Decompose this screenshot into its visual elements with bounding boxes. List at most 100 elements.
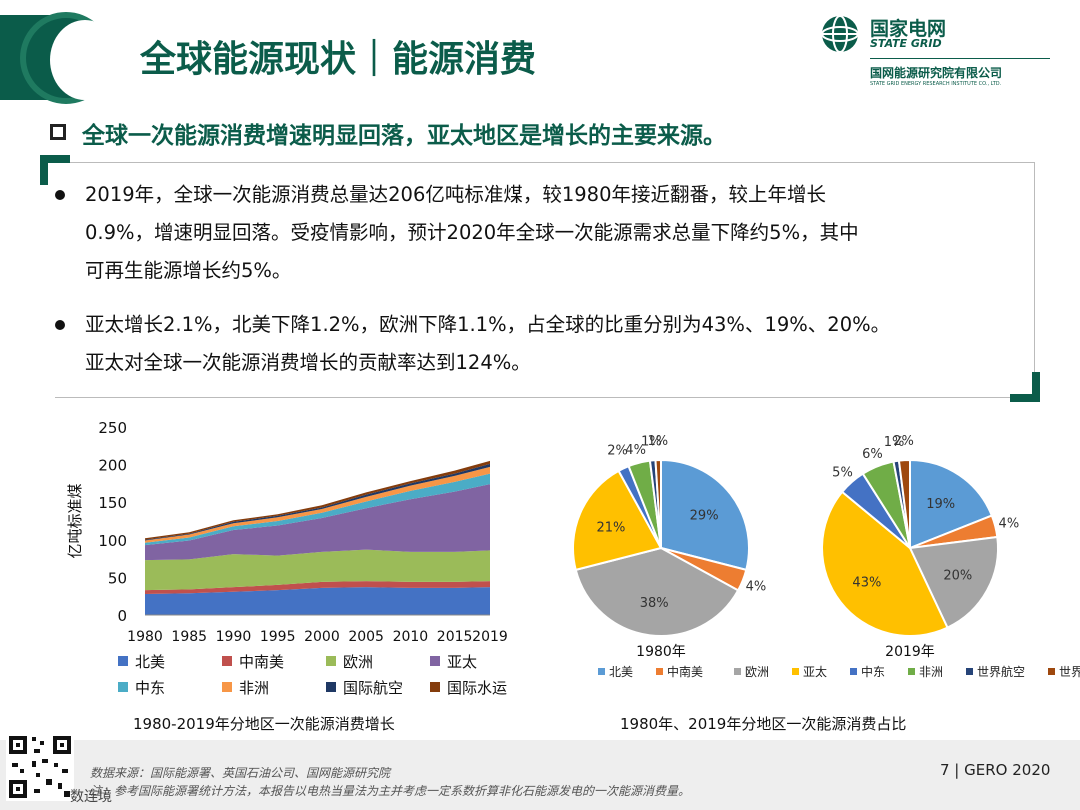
pie-slice-北美 bbox=[909, 458, 994, 550]
pie-data-label: 38% bbox=[640, 596, 669, 611]
x-tick-label: 2010 bbox=[393, 629, 429, 645]
paragraph-1: 2019年，全球一次能源消费总量达206亿吨标准煤，较1980年接近翻番，较上年… bbox=[85, 176, 859, 290]
legend-swatch bbox=[792, 668, 799, 675]
pie-data-label: 20% bbox=[943, 568, 972, 583]
x-tick-label: 2019 bbox=[472, 629, 508, 645]
legend-swatch bbox=[430, 656, 440, 666]
legend-label: 世界航空 bbox=[977, 664, 1025, 679]
legend-label: 中东 bbox=[861, 664, 885, 679]
legend-swatch bbox=[1048, 668, 1055, 675]
y-tick-label: 100 bbox=[98, 532, 127, 550]
logo-name: 国家电网 bbox=[870, 18, 947, 40]
legend-swatch bbox=[326, 656, 336, 666]
legend-swatch bbox=[118, 656, 128, 666]
area-series-欧洲 bbox=[145, 549, 490, 591]
logo-divider bbox=[870, 58, 1050, 59]
text-frame bbox=[55, 162, 1035, 398]
legend-swatch bbox=[326, 682, 336, 692]
pie-slice-欧洲 bbox=[574, 546, 740, 637]
x-tick-label: 1990 bbox=[216, 629, 252, 645]
legend-label: 非洲 bbox=[919, 665, 943, 679]
header bbox=[0, 0, 1080, 105]
legend-label: 北美 bbox=[135, 653, 165, 671]
legend-label: 中东 bbox=[135, 679, 165, 697]
paragraph-2: 亚太增长2.1%，北美下降1.2%，欧洲下降1.1%，占全球的比重分别为43%、… bbox=[85, 306, 890, 382]
y-tick-label: 0 bbox=[117, 607, 127, 625]
y-tick-label: 50 bbox=[108, 569, 127, 587]
y-tick-label: 250 bbox=[98, 419, 127, 437]
y-axis-label: 亿吨标准煤 bbox=[66, 483, 84, 558]
legend-label: 欧洲 bbox=[745, 665, 769, 679]
legend-swatch bbox=[966, 668, 973, 675]
legend-label: 中南美 bbox=[667, 664, 703, 679]
area-series-亚太 bbox=[145, 484, 490, 561]
pie-data-label: 2% bbox=[607, 444, 628, 459]
pie-data-label: 2% bbox=[893, 434, 914, 449]
area-series-中南美 bbox=[145, 581, 490, 594]
area-series-中东 bbox=[145, 473, 490, 546]
y-tick-label: 150 bbox=[98, 494, 127, 512]
pie-data-label: 43% bbox=[852, 575, 881, 590]
pie-data-label: 1% bbox=[641, 434, 662, 449]
x-tick-label: 2015 bbox=[437, 629, 473, 645]
legend-label: 亚太 bbox=[803, 664, 827, 679]
charts-svg: 0 50 100 150 200 250 1980 1985 1990 1995 2000 2005 2… bbox=[66, 419, 1080, 697]
legend-label: 国际水运 bbox=[447, 679, 507, 697]
area-chart: 0 50 100 150 200 250 1980 1985 1990 1995 2000 2005 2… bbox=[66, 419, 508, 697]
frame-corner-top-left bbox=[40, 155, 70, 185]
institute-english: STATE GRID ENERGY RESEARCH INSTITUTE CO.… bbox=[870, 81, 1002, 87]
paragraph-line: 亚太对全球一次能源消费增长的贡献率达到124%。 bbox=[85, 351, 531, 374]
legend-label: 非洲 bbox=[239, 679, 269, 697]
pie-slice-欧洲 bbox=[908, 535, 999, 629]
pie-slice-亚太 bbox=[821, 490, 949, 637]
paragraph-line: 可再生能源增长约5%。 bbox=[85, 259, 292, 282]
pie-title: 1980年 bbox=[636, 644, 686, 660]
bullet-dot-icon bbox=[55, 320, 65, 330]
x-tick-label: 1995 bbox=[260, 629, 296, 645]
legend-label: 中南美 bbox=[239, 653, 284, 671]
legend-swatch bbox=[850, 668, 857, 675]
methodology-note: 注：参考国际能源署统计方法，本报告以电热当量法为主并考虑一定系数折算非化石能源发… bbox=[90, 784, 691, 798]
legend-label: 欧洲 bbox=[343, 653, 373, 671]
pie-slice-世界航运 bbox=[654, 458, 662, 549]
pie-chart-2019: 19% 4% 20% 43% 5% 6%1%2% 2019年 bbox=[821, 434, 1019, 660]
legend-swatch bbox=[598, 668, 605, 675]
qr-label: 数连境 bbox=[70, 789, 112, 805]
pie-title: 2019年 bbox=[885, 644, 935, 660]
page-number: 7 | GERO 2020 bbox=[940, 761, 1051, 779]
legend-swatch bbox=[430, 682, 440, 692]
legend-swatch bbox=[118, 682, 128, 692]
x-tick-label: 2000 bbox=[304, 629, 340, 645]
legend-swatch bbox=[222, 682, 232, 692]
frame-corner-bottom-right bbox=[1010, 372, 1040, 402]
pie-data-label: 4% bbox=[746, 580, 767, 595]
right-chart-caption: 1980年、2019年分地区一次能源消费占比 bbox=[620, 715, 907, 733]
pie-slice-亚太 bbox=[572, 469, 663, 572]
pie-chart-1980: 29%4%38%21%2%4%1%1%1980年 bbox=[572, 434, 767, 660]
pie-data-label: 5% bbox=[832, 465, 853, 480]
logo-english: STATE GRID bbox=[870, 37, 942, 50]
pie-data-label: 1% bbox=[884, 435, 905, 450]
pie-slice-北美 bbox=[660, 458, 750, 572]
footer bbox=[0, 740, 1080, 810]
pie-data-label: 6% bbox=[862, 447, 883, 462]
header-circle-inner bbox=[50, 20, 120, 100]
x-tick-label: 1985 bbox=[171, 629, 207, 645]
legend-swatch bbox=[656, 668, 663, 675]
paragraph-line: 亚太增长2.1%，北美下降1.2%，欧洲下降1.1%，占全球的比重分别为43%、… bbox=[85, 313, 891, 336]
x-tick-label: 1980 bbox=[127, 629, 163, 645]
legend-label: 世界航运 bbox=[1059, 664, 1080, 679]
x-tick-label: 2005 bbox=[348, 629, 384, 645]
page-title: 全球能源现状｜能源消费 bbox=[140, 39, 537, 80]
left-chart-caption: 1980-2019年分地区一次能源消费增长 bbox=[133, 715, 395, 733]
pie-data-label: 19% bbox=[926, 497, 955, 512]
pie-legend: 北美 中南美 欧洲 亚太 中东 非洲 世界航空 世界航运 bbox=[598, 664, 1080, 679]
legend-label: 北美 bbox=[609, 665, 633, 679]
legend-label: 亚太 bbox=[447, 653, 477, 671]
institute-name: 国网能源研究院有限公司 bbox=[870, 66, 1003, 80]
pie-data-label: 1% bbox=[647, 434, 668, 449]
legend-label: 国际航空 bbox=[343, 679, 403, 697]
y-tick-label: 200 bbox=[98, 457, 127, 475]
legend-swatch bbox=[734, 668, 741, 675]
area-series-北美 bbox=[145, 587, 490, 615]
